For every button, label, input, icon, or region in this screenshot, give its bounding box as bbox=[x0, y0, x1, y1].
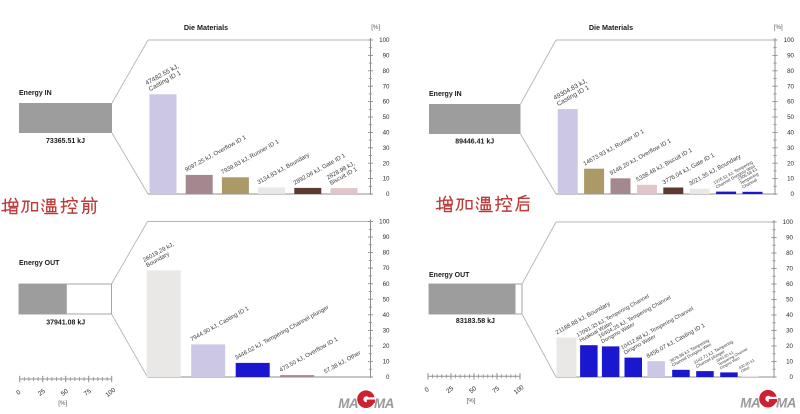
svg-text:40: 40 bbox=[787, 130, 794, 137]
svg-text:40: 40 bbox=[786, 312, 793, 319]
svg-text:89446.41 kJ: 89446.41 kJ bbox=[455, 139, 494, 146]
svg-text:0: 0 bbox=[15, 389, 22, 397]
svg-text:30: 30 bbox=[787, 145, 794, 152]
svg-text:60: 60 bbox=[383, 281, 390, 288]
svg-text:40: 40 bbox=[383, 312, 390, 319]
svg-text:73365.51 kJ: 73365.51 kJ bbox=[46, 138, 85, 145]
svg-text:[%]: [%] bbox=[371, 24, 380, 31]
svg-text:Die Materials: Die Materials bbox=[184, 23, 228, 32]
svg-text:100: 100 bbox=[379, 219, 390, 226]
svg-text:80: 80 bbox=[383, 68, 390, 75]
svg-text:10: 10 bbox=[383, 359, 390, 366]
svg-text:Energy OUT: Energy OUT bbox=[429, 272, 470, 279]
svg-text:40: 40 bbox=[383, 130, 390, 137]
svg-text:10: 10 bbox=[383, 176, 390, 183]
svg-text:Energy IN: Energy IN bbox=[429, 91, 462, 98]
svg-text:90: 90 bbox=[787, 53, 794, 60]
svg-text:75: 75 bbox=[83, 388, 93, 398]
svg-text:70: 70 bbox=[383, 83, 390, 90]
svg-text:30: 30 bbox=[383, 328, 390, 335]
svg-text:25: 25 bbox=[37, 388, 47, 398]
svg-text:90: 90 bbox=[383, 234, 390, 241]
svg-text:100: 100 bbox=[783, 219, 794, 226]
svg-text:[%]: [%] bbox=[467, 397, 476, 404]
svg-text:Die Materials: Die Materials bbox=[589, 23, 633, 32]
svg-text:0: 0 bbox=[386, 374, 390, 381]
svg-text:83183.58 kJ: 83183.58 kJ bbox=[456, 318, 495, 325]
svg-text:0: 0 bbox=[790, 374, 794, 381]
svg-text:20: 20 bbox=[786, 343, 793, 350]
svg-text:70: 70 bbox=[383, 265, 390, 272]
svg-text:30: 30 bbox=[786, 328, 793, 335]
svg-text:0: 0 bbox=[424, 386, 431, 394]
svg-text:MA: MA bbox=[338, 396, 358, 409]
svg-text:80: 80 bbox=[786, 250, 793, 257]
svg-text:632.60 kJ,Other: 632.60 kJ,Other bbox=[738, 358, 757, 373]
svg-text:60: 60 bbox=[787, 99, 794, 106]
svg-text:70: 70 bbox=[787, 83, 794, 90]
svg-text:80: 80 bbox=[383, 250, 390, 257]
svg-text:MA: MA bbox=[374, 396, 394, 409]
svg-text:30: 30 bbox=[383, 145, 390, 152]
svg-text:0: 0 bbox=[791, 191, 795, 198]
svg-text:37941.08 kJ: 37941.08 kJ bbox=[46, 320, 85, 327]
svg-text:90: 90 bbox=[786, 235, 793, 242]
svg-text:0: 0 bbox=[386, 191, 390, 198]
svg-text:50: 50 bbox=[786, 297, 793, 304]
svg-text:20: 20 bbox=[383, 160, 390, 167]
svg-text:MA: MA bbox=[776, 395, 796, 409]
svg-text:Energy IN: Energy IN bbox=[19, 90, 52, 97]
svg-text:100: 100 bbox=[379, 37, 390, 44]
svg-text:MA: MA bbox=[740, 395, 760, 409]
svg-text:50: 50 bbox=[468, 385, 478, 395]
svg-text:50: 50 bbox=[60, 388, 70, 398]
svg-text:80: 80 bbox=[787, 68, 794, 75]
svg-text:25: 25 bbox=[445, 385, 455, 395]
svg-text:70: 70 bbox=[786, 266, 793, 273]
svg-text:10: 10 bbox=[786, 359, 793, 366]
svg-text:Energy OUT: Energy OUT bbox=[19, 260, 60, 267]
svg-text:90: 90 bbox=[383, 53, 390, 60]
svg-text:60: 60 bbox=[383, 99, 390, 106]
svg-text:10: 10 bbox=[787, 176, 794, 183]
svg-text:50: 50 bbox=[383, 114, 390, 121]
svg-text:75: 75 bbox=[491, 385, 501, 395]
svg-text:50: 50 bbox=[787, 114, 794, 121]
svg-text:60: 60 bbox=[786, 281, 793, 288]
svg-text:[%]: [%] bbox=[58, 400, 67, 407]
svg-text:20: 20 bbox=[383, 343, 390, 350]
svg-text:50: 50 bbox=[383, 296, 390, 303]
svg-text:100: 100 bbox=[784, 37, 795, 44]
svg-text:[%]: [%] bbox=[774, 24, 783, 31]
svg-text:20: 20 bbox=[787, 160, 794, 167]
